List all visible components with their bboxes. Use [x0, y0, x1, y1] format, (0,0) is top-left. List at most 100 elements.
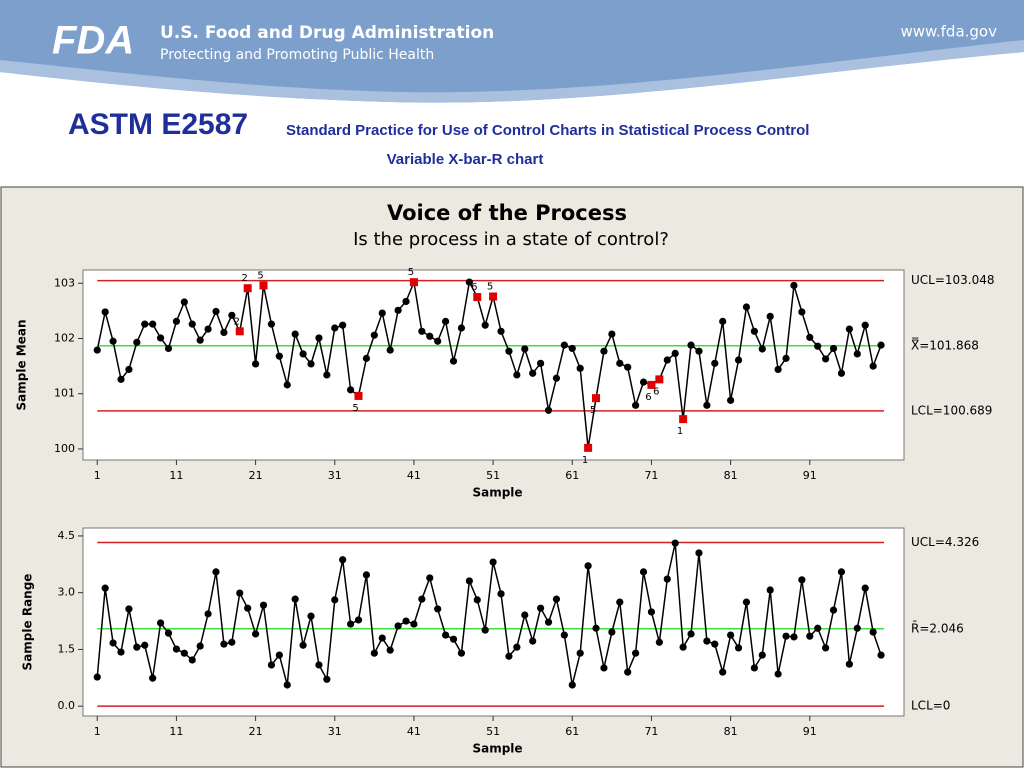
x-tick-label: 61	[565, 725, 579, 738]
data-point	[560, 341, 568, 349]
header-wave	[0, 40, 1024, 103]
data-point	[442, 631, 450, 639]
data-point	[378, 634, 386, 642]
x-tick-label: 11	[169, 469, 183, 482]
data-point	[568, 344, 576, 353]
control-limit-label: R̄=2.046	[911, 621, 964, 635]
test-label: 5	[590, 405, 596, 416]
y-tick-label: 0.0	[58, 699, 76, 712]
data-point	[790, 281, 798, 290]
data-point	[608, 330, 616, 338]
data-point	[149, 674, 157, 682]
x-tick-label: 1	[94, 469, 101, 482]
data-point	[418, 595, 426, 603]
data-point	[315, 661, 323, 669]
tagline: Protecting and Promoting Public Health	[160, 47, 434, 63]
flagged-point	[679, 415, 688, 424]
data-point	[829, 606, 838, 614]
data-point	[275, 352, 283, 360]
data-point	[141, 320, 149, 328]
data-point	[798, 308, 806, 316]
data-point	[354, 616, 363, 624]
y-tick-label: 102	[54, 331, 75, 344]
test-label: 1	[582, 455, 588, 466]
data-point	[212, 307, 220, 316]
data-point	[315, 334, 323, 342]
data-point	[639, 378, 648, 386]
x-tick-label: 41	[407, 469, 421, 482]
flagged-point	[489, 292, 498, 301]
data-point	[632, 649, 640, 657]
data-point	[172, 645, 181, 653]
data-point	[695, 347, 703, 355]
x-tick-label: 81	[724, 469, 738, 482]
control-limit-label: UCL=4.326	[911, 535, 979, 549]
data-point	[632, 401, 640, 409]
data-point	[671, 539, 679, 547]
data-point	[822, 644, 830, 652]
data-point	[719, 668, 727, 676]
data-point	[259, 601, 268, 609]
data-point	[829, 344, 838, 353]
data-point	[149, 320, 157, 328]
data-point	[774, 670, 782, 678]
flagged-point	[592, 394, 601, 403]
data-point	[212, 568, 220, 576]
data-point	[877, 341, 885, 349]
logo: FDA	[52, 19, 134, 63]
data-point	[307, 360, 315, 368]
data-point	[251, 630, 260, 638]
flagged-point	[473, 293, 482, 302]
data-point	[109, 337, 117, 345]
data-point	[283, 381, 291, 389]
data-point	[703, 637, 711, 645]
data-point	[465, 577, 473, 585]
control-limit-label: LCL=0	[911, 699, 950, 713]
data-point	[370, 331, 378, 339]
x-tick-label: 91	[803, 725, 817, 738]
data-point	[339, 321, 347, 329]
data-point	[93, 673, 101, 681]
x-tick-label: 21	[249, 725, 263, 738]
data-point	[141, 641, 149, 649]
data-point	[156, 619, 165, 627]
data-point	[125, 365, 133, 374]
data-point	[790, 633, 798, 641]
test-label: 6	[653, 386, 659, 397]
y-tick-label: 4.5	[58, 529, 76, 542]
data-point	[394, 306, 402, 314]
data-point	[750, 664, 758, 672]
data-point	[481, 321, 489, 329]
data-point	[608, 628, 616, 636]
data-point	[180, 298, 188, 306]
data-point	[679, 643, 687, 651]
data-point	[164, 629, 173, 637]
y-axis-label: Sample Range	[21, 574, 35, 671]
data-point	[457, 324, 466, 332]
data-point	[220, 640, 228, 648]
data-point	[204, 610, 212, 618]
data-point	[727, 396, 735, 404]
data-point	[766, 586, 774, 594]
data-point	[861, 321, 869, 329]
data-point	[228, 311, 236, 319]
data-line	[96, 279, 882, 448]
data-point	[529, 369, 537, 377]
test-label: 2	[234, 316, 240, 327]
data-point	[766, 312, 774, 320]
data-point	[220, 328, 228, 337]
data-point	[188, 656, 196, 664]
data-point	[101, 584, 109, 592]
data-point	[513, 643, 521, 651]
data-point	[663, 356, 671, 364]
data-point	[156, 334, 165, 342]
data-point	[806, 632, 814, 640]
data-point	[434, 605, 442, 613]
data-point	[727, 631, 735, 639]
data-point	[164, 344, 173, 353]
data-point	[687, 341, 695, 349]
x-tick-label: 71	[644, 725, 658, 738]
control-limit-label: LCL=100.689	[911, 403, 992, 417]
data-point	[537, 604, 545, 612]
